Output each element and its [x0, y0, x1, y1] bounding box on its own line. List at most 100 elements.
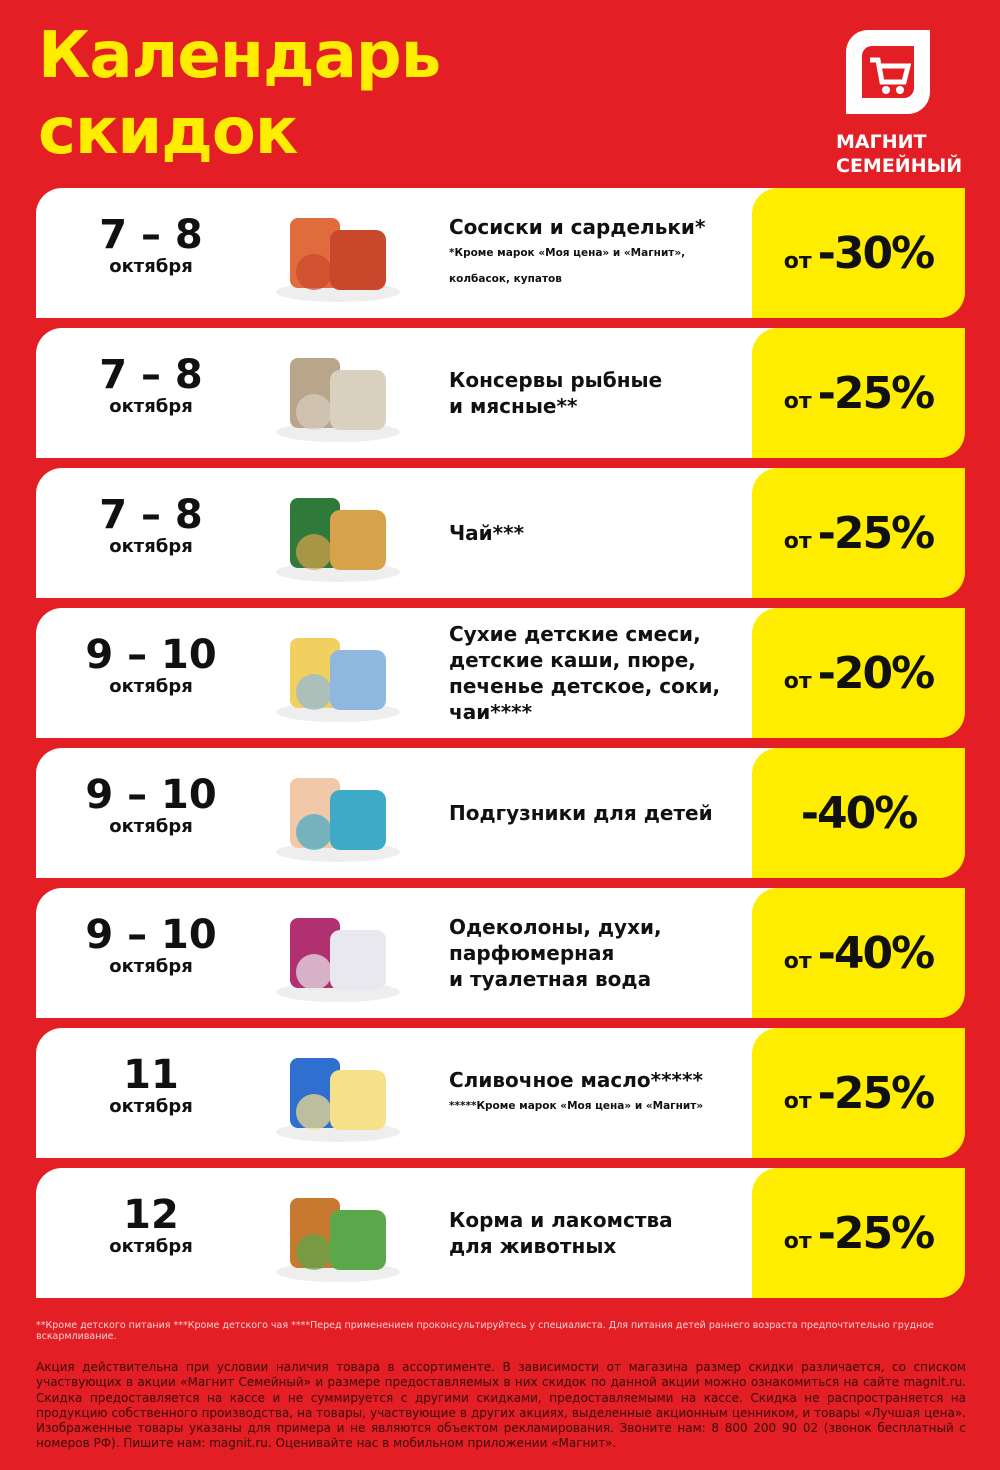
card-body [36, 748, 776, 878]
promo-card: 7 – 8 октября Чай*** от -25% [36, 468, 965, 598]
item-title: для животных [449, 1234, 617, 1258]
promo-date: 7 – 8 октября [76, 354, 226, 418]
item-title: печенье детское, соки, [449, 674, 721, 698]
discount-badge: от -20% [752, 608, 965, 738]
item-note: *****Кроме марок «Моя цена» и «Магнит» [449, 1100, 704, 1112]
discount-value: -20% [817, 647, 936, 699]
card-body [36, 1168, 776, 1298]
item-title: Подгузники для детей [449, 801, 713, 825]
discount-value: -25% [817, 1067, 936, 1119]
item-title: Чай*** [449, 521, 525, 545]
item-title: чаи**** [449, 700, 533, 724]
promo-date: 9 – 10 октября [76, 634, 226, 698]
date-range: 7 – 8 [99, 492, 203, 538]
butter-image [276, 1058, 400, 1142]
discount-prefix: от [783, 1088, 812, 1114]
discount-prefix: от [783, 528, 812, 554]
item-title: Сухие детские смеси, [449, 622, 701, 646]
pet-food-image [276, 1198, 400, 1282]
cart-icon [846, 30, 930, 114]
title-line-2: скидок [38, 95, 298, 169]
discount-prefix: от [783, 248, 812, 274]
date-month: октября [109, 1096, 193, 1117]
perfume-image [276, 918, 400, 1002]
item-title: Консервы рыбные [449, 368, 663, 392]
promo-date: 7 – 8 октября [76, 494, 226, 558]
footnotes: **Кроме детского питания ***Кроме детско… [36, 1320, 934, 1342]
date-range: 7 – 8 [99, 352, 203, 398]
promo-date: 12 октября [76, 1194, 226, 1258]
item-description: Сливочное масло***** *****Кроме марок «Мо… [449, 1028, 749, 1158]
discount-value: -30% [817, 227, 936, 279]
promo-card: 9 – 10 октября Подгузники для детей -40% [36, 748, 965, 878]
date-month: октября [109, 676, 193, 697]
item-note: колбасок, купатов [449, 273, 562, 285]
promo-card: 9 – 10 октября Одеколоны, духи, парфюмерн… [36, 888, 965, 1018]
discount-value: -40% [817, 927, 936, 979]
promo-card: 7 – 8 октября Сосиски и сардельки* *Кроме… [36, 188, 965, 318]
card-body [36, 888, 776, 1018]
discount-badge: от -25% [752, 1168, 965, 1298]
card-body [36, 468, 776, 598]
diapers-image [276, 778, 400, 862]
discount-value: -25% [817, 1207, 936, 1259]
date-range: 11 [123, 1052, 179, 1098]
discount-badge: от -25% [752, 328, 965, 458]
item-description: Сосиски и сардельки* *Кроме марок «Моя це… [449, 188, 749, 318]
promo-card: 9 – 10 октября Сухие детские смеси, детск… [36, 608, 965, 738]
item-title: Сосиски и сардельки* [449, 215, 706, 239]
discount-value: -25% [817, 507, 936, 559]
discount-prefix: от [783, 668, 812, 694]
discount-badge: -40% [752, 748, 965, 878]
discount-prefix: от [783, 948, 812, 974]
discount-badge: от -40% [752, 888, 965, 1018]
promo-card: 7 – 8 октября Консервы рыбные и мясные** … [36, 328, 965, 458]
item-title: и туалетная вода [449, 967, 652, 991]
promo-date: 9 – 10 октября [76, 774, 226, 838]
item-title: Одеколоны, духи, [449, 915, 662, 939]
canned-food-image [276, 358, 400, 442]
item-note: *Кроме марок «Моя цена» и «Магнит», [449, 247, 686, 259]
tea-image [276, 498, 400, 582]
discount-value: -40% [800, 787, 919, 839]
promo-date: 11 октября [76, 1054, 226, 1118]
card-body [36, 188, 776, 318]
sausages-image [276, 218, 400, 302]
item-description: Сухие детские смеси, детские каши, пюре, п… [449, 608, 749, 738]
discount-prefix: от [783, 388, 812, 414]
promo-card: 12 октября Корма и лакомства для животных… [36, 1168, 965, 1298]
item-description: Консервы рыбные и мясные** [449, 328, 749, 458]
item-description: Чай*** [449, 468, 749, 598]
date-month: октября [109, 536, 193, 557]
date-range: 9 – 10 [85, 912, 217, 958]
item-description: Корма и лакомства для животных [449, 1168, 749, 1298]
date-range: 9 – 10 [85, 772, 217, 818]
item-title: Корма и лакомства [449, 1208, 673, 1232]
logo-line-2: СЕМЕЙНЫЙ [836, 155, 963, 177]
date-range: 7 – 8 [99, 212, 203, 258]
item-title: детские каши, пюре, [449, 648, 696, 672]
logo-line-1: МАГНИТ [836, 131, 927, 153]
item-title: и мясные** [449, 394, 578, 418]
date-month: октября [109, 1236, 193, 1257]
date-month: октября [109, 816, 193, 837]
item-title: парфюмерная [449, 941, 615, 965]
discount-badge: от -30% [752, 188, 965, 318]
date-month: октября [109, 396, 193, 417]
date-range: 9 – 10 [85, 632, 217, 678]
discount-prefix: от [783, 1228, 812, 1254]
magnit-logo: МАГНИТ СЕМЕЙНЫЙ [836, 26, 971, 178]
title-line-1: Календарь [38, 19, 441, 93]
date-month: октября [109, 256, 193, 277]
page-title: Календарь скидок [38, 18, 441, 170]
card-body [36, 1028, 776, 1158]
date-month: октября [109, 956, 193, 977]
legal-text: Акция действительна при условии наличия … [36, 1360, 966, 1451]
promo-card: 11 октября Сливочное масло***** *****Кром… [36, 1028, 965, 1158]
item-description: Одеколоны, духи, парфюмерная и туалетная в… [449, 888, 749, 1018]
item-description: Подгузники для детей [449, 748, 749, 878]
baby-food-image [276, 638, 400, 722]
promo-date: 9 – 10 октября [76, 914, 226, 978]
discount-badge: от -25% [752, 468, 965, 598]
card-body [36, 328, 776, 458]
